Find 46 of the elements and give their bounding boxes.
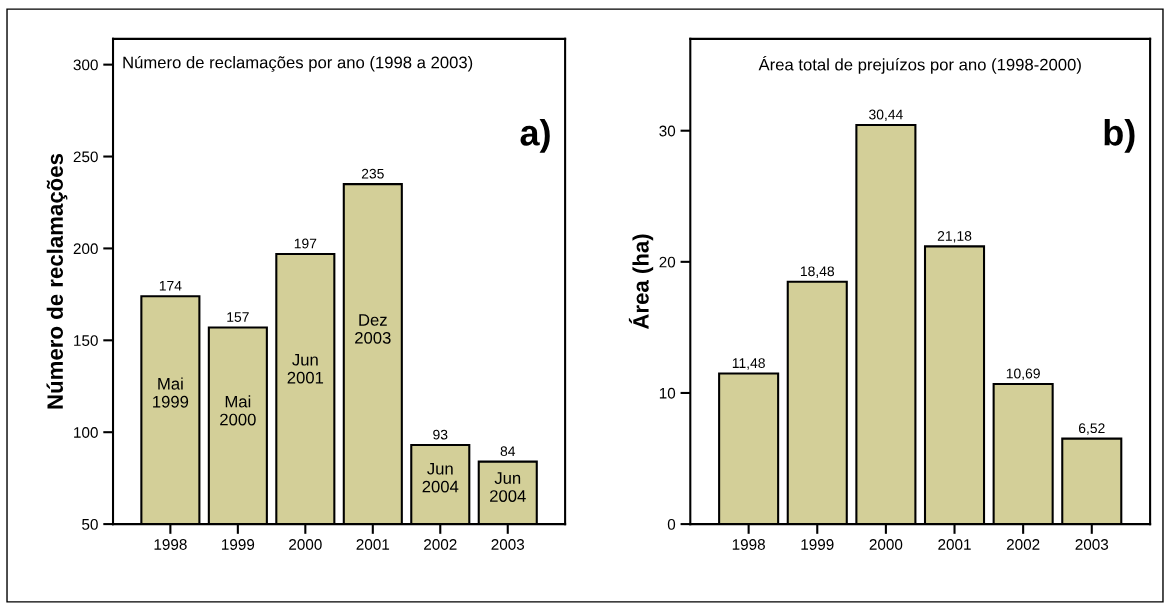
- annotation: Dez 2003: [355, 314, 391, 344]
- x-tick-label: 2001: [356, 539, 390, 550]
- data-label: 157: [227, 312, 249, 322]
- data-label: 21,18: [937, 231, 972, 243]
- y-tick-label: 300: [73, 59, 98, 71]
- x-tick-label: 2003: [491, 539, 525, 550]
- x-tick-label: 2003: [1075, 539, 1109, 550]
- annotation: Jun 2004: [490, 472, 526, 502]
- x-tick-label: 2000: [869, 539, 903, 550]
- annotation: Mai 1999: [153, 377, 189, 408]
- x-tick-label: 2000: [289, 539, 322, 550]
- x-tick-label: 1999: [801, 539, 834, 550]
- y-tick-label: 250: [73, 151, 98, 163]
- data-label: 30,44: [869, 109, 903, 122]
- data-label: 174: [159, 280, 182, 291]
- annotation: Mai 2000: [220, 395, 256, 426]
- data-label: 18,48: [800, 266, 835, 278]
- y-tick-label: 100: [74, 427, 98, 438]
- data-label: 197: [294, 238, 317, 249]
- annotation: a): [520, 119, 550, 153]
- annotation: b): [1104, 119, 1135, 153]
- x-tick-label: 2002: [424, 539, 457, 550]
- x-tick-label: 1998: [732, 539, 765, 550]
- annotation: Jun 2004: [422, 462, 459, 493]
- text: Número de reclamações por ano (1998 a 2003): [123, 55, 473, 72]
- y-tick-label: 150: [74, 335, 98, 346]
- data-label: 93: [433, 429, 448, 440]
- data-label: 235: [361, 168, 384, 179]
- y-tick-label: 200: [73, 243, 98, 255]
- data-label: 10,69: [1006, 368, 1040, 381]
- data-label: 6,52: [1078, 423, 1105, 435]
- data-label: 11,48: [732, 358, 765, 370]
- x-tick-label: 2001: [938, 539, 971, 550]
- x-tick-label: 1999: [222, 539, 255, 550]
- text: Área total de prejuízos por ano (1998-2000): [758, 55, 1081, 74]
- y-tick-label: 30: [659, 125, 676, 137]
- y-tick-label: 10: [659, 387, 676, 399]
- y-tick-label: 50: [82, 518, 98, 530]
- y-axis-title: Número de reclamações: [46, 153, 68, 409]
- y-tick-label: 20: [659, 256, 676, 268]
- x-tick-label: 1998: [154, 539, 187, 550]
- data-label: 84: [500, 446, 516, 457]
- y-tick-label: 0: [667, 518, 676, 530]
- annotation: Jun 2001: [287, 353, 324, 384]
- y-axis-title: Área (ha): [628, 234, 654, 330]
- x-tick-label: 2002: [1006, 539, 1040, 550]
